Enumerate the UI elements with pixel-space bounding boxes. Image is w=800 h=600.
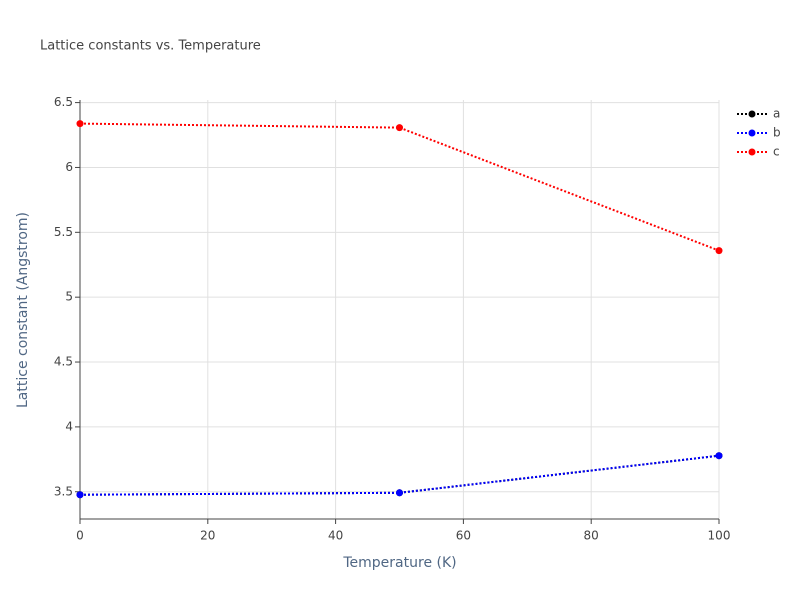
- y-tick-label: 4.5: [54, 355, 73, 369]
- x-axis-title: Temperature (K): [342, 555, 456, 571]
- legend-marker: [748, 110, 756, 118]
- y-tick-label: 5: [65, 290, 73, 304]
- series-line: [79, 454, 720, 496]
- marker: [715, 452, 723, 460]
- legend-label: c: [773, 145, 780, 159]
- marker: [76, 491, 84, 499]
- legend-marker: [748, 148, 756, 156]
- marker: [715, 247, 723, 255]
- x-tick-label: 40: [328, 529, 343, 543]
- marker: [76, 120, 84, 128]
- x-tick-label: 20: [200, 529, 215, 543]
- legend-label: a: [773, 107, 780, 121]
- y-axis-title: Lattice constant (Angstrom): [15, 212, 31, 408]
- y-tick-label: 5.5: [54, 225, 73, 239]
- y-tick-label: 6.5: [54, 95, 73, 109]
- marker: [396, 489, 403, 497]
- x-tick-label: 60: [456, 529, 471, 543]
- marker: [396, 124, 403, 132]
- x-tick-label: 100: [708, 529, 731, 543]
- y-tick-label: 6: [65, 160, 73, 174]
- legend-marker: [748, 129, 756, 137]
- grid: [79, 100, 720, 519]
- y-tick-label: 3.5: [54, 484, 73, 498]
- series-line: [79, 454, 720, 496]
- legend-label: b: [773, 126, 781, 140]
- x-tick-label: 0: [76, 529, 84, 543]
- series-line: [79, 122, 720, 252]
- chart-title: Lattice constants vs. Temperature: [40, 39, 261, 54]
- y-tick-label: 4: [65, 419, 73, 433]
- x-tick-label: 80: [584, 529, 599, 543]
